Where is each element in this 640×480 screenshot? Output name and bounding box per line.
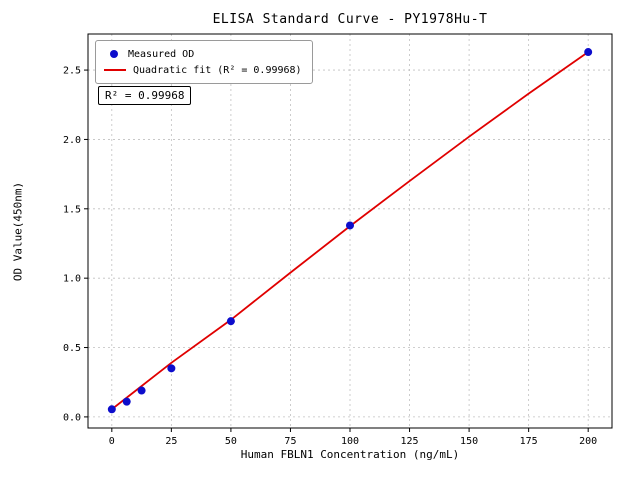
svg-text:0: 0 [109, 436, 115, 447]
legend-label-measured-od: Measured OD [128, 48, 195, 60]
scatter-marker-icon [110, 50, 118, 58]
chart-title: ELISA Standard Curve - PY1978Hu-T [212, 12, 488, 27]
svg-text:125: 125 [401, 436, 419, 447]
svg-text:0.0: 0.0 [63, 412, 81, 423]
svg-text:1.5: 1.5 [63, 204, 81, 215]
svg-text:0.5: 0.5 [63, 343, 81, 354]
svg-text:2.5: 2.5 [63, 66, 81, 77]
legend-label-quadratic-fit: Quadratic fit (R² = 0.99968) [133, 64, 302, 76]
line-marker-icon [104, 69, 126, 71]
x-axis-label: Human FBLN1 Concentration (ng/mL) [240, 448, 460, 461]
legend-item-quadratic-fit: Quadratic fit (R² = 0.99968) [104, 62, 302, 78]
svg-text:150: 150 [460, 436, 478, 447]
svg-text:1.0: 1.0 [63, 274, 81, 285]
svg-text:75: 75 [284, 436, 296, 447]
r-squared-annotation: R² = 0.99968 [98, 86, 192, 105]
svg-text:25: 25 [165, 436, 177, 447]
legend-item-measured-od: Measured OD [104, 46, 302, 62]
svg-text:200: 200 [579, 436, 597, 447]
svg-text:100: 100 [341, 436, 359, 447]
svg-text:175: 175 [520, 436, 538, 447]
y-axis-label: OD Value(450nm) [11, 181, 25, 282]
svg-text:2.0: 2.0 [63, 135, 81, 146]
svg-text:50: 50 [225, 436, 237, 447]
legend: Measured OD Quadratic fit (R² = 0.99968) [95, 40, 313, 84]
